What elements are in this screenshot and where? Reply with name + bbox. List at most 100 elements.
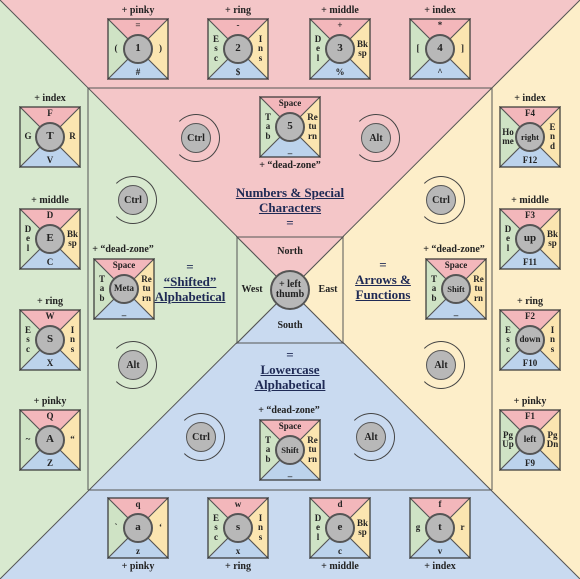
bottom-title-eq: = [286,347,294,362]
thumb-alt-button-left: Alt [118,350,148,380]
key-east-label: Pg Dn [546,429,559,449]
key-finger-label: + index [424,5,456,16]
key-north-label: * [437,20,443,30]
key-south-label: F12 [522,155,538,165]
top-title-line2: Characters [258,199,322,215]
key-center-label: Shift [275,435,305,465]
key-south-label: # [135,67,141,77]
key-south-label: z [136,546,140,556]
rotation-arc-icon [417,176,465,224]
key-north-label: = [135,20,141,30]
key-finger-label: + middle [511,195,549,206]
key-finger-label: + index [424,561,456,572]
key-bottom-pinky: a q z ` ‘ + pinky [107,497,169,572]
key-south-label: X [46,358,54,368]
key-center-label: left [515,425,545,455]
key-east-label: Bk sp [546,228,558,248]
bottom-title-line1: Lowercase [260,361,320,377]
key-south-label: C [46,257,54,267]
key-west-label: ` [114,522,118,533]
compass-box [235,235,345,345]
key-center-label: up [515,224,545,254]
key-north-label: W [45,311,55,321]
key-top-index: 4 * ^ [] + index [409,5,471,80]
dead-zone-label-top: + “dead-zone” [259,160,321,171]
key-center-label: 1 [123,34,153,64]
thumb-ctrl-button-bottom: Ctrl [186,422,216,452]
dead-zone-label-bottom: + “dead-zone” [258,405,320,416]
key-finger-label: + ring [517,296,543,307]
key-center-label: T [35,122,65,152]
key-finger-label: + pinky [121,561,155,572]
key-west-label: ( [114,43,118,54]
thumb-alt-button-top: Alt [361,123,391,153]
key-center-label: Meta [109,274,139,304]
key-center-label: 4 [425,34,455,64]
key-finger-label: + pinky [513,396,547,407]
rotation-arc-icon [177,413,225,461]
key-center-label: down [515,325,545,355]
left-title-line1: “Shifted” [163,273,217,289]
right-title: = Arrows & Functions [345,257,421,303]
key-finger-label: + index [34,93,66,104]
key-finger-label: + pinky [33,396,67,407]
key-finger-label: + index [514,93,546,104]
key-bottom-index: t f v g r + index [409,497,471,572]
key-left-index: T F V G R + index [19,93,81,168]
key-east-label: Bk sp [356,38,368,58]
key-north-label: f [438,499,442,509]
key-finger-label: + middle [31,195,69,206]
rotation-arc-icon [352,114,400,162]
key-south-label: % [335,67,345,77]
key-south-label: Z [46,458,53,468]
key-center-label: t [425,513,455,543]
key-north-label: - [236,20,240,30]
key-east-label: r [460,522,465,533]
key-center-label: E [35,224,65,254]
key-east-label: Bk sp [356,517,368,537]
rotation-arc-icon [109,341,157,389]
key-north-label: + [337,20,343,30]
rotation-arc-icon [347,413,395,461]
key-north-label: Space [444,260,468,270]
key-south-label: c [338,546,342,556]
key-south-label: ^ [437,67,443,77]
key-east-label: Re tu rn [307,111,318,141]
dead-zone-label-right: + “dead-zone” [423,244,485,255]
key-quadrants [499,208,561,270]
key-east-label: ) [159,43,162,54]
rotation-arc-icon [172,114,220,162]
rotation-arc-icon [417,341,465,389]
key-right-pinky: left F1 F9 Pg Up Pg Dn + pinky [499,396,561,471]
key-finger-label: + middle [321,561,359,572]
key-south-label: _ [287,468,293,478]
key-south-label: F10 [522,358,538,368]
left-thumb-center: + left thumb [270,270,310,310]
key-west-label: G [24,131,32,142]
thumb-ctrl-button-top: Ctrl [181,123,211,153]
key-east-label: Re tu rn [307,434,318,464]
key-north-label: Space [278,421,302,431]
key-south-label: F9 [525,458,535,468]
key-center-label: a [123,513,153,543]
key-center-label: right [515,122,545,152]
